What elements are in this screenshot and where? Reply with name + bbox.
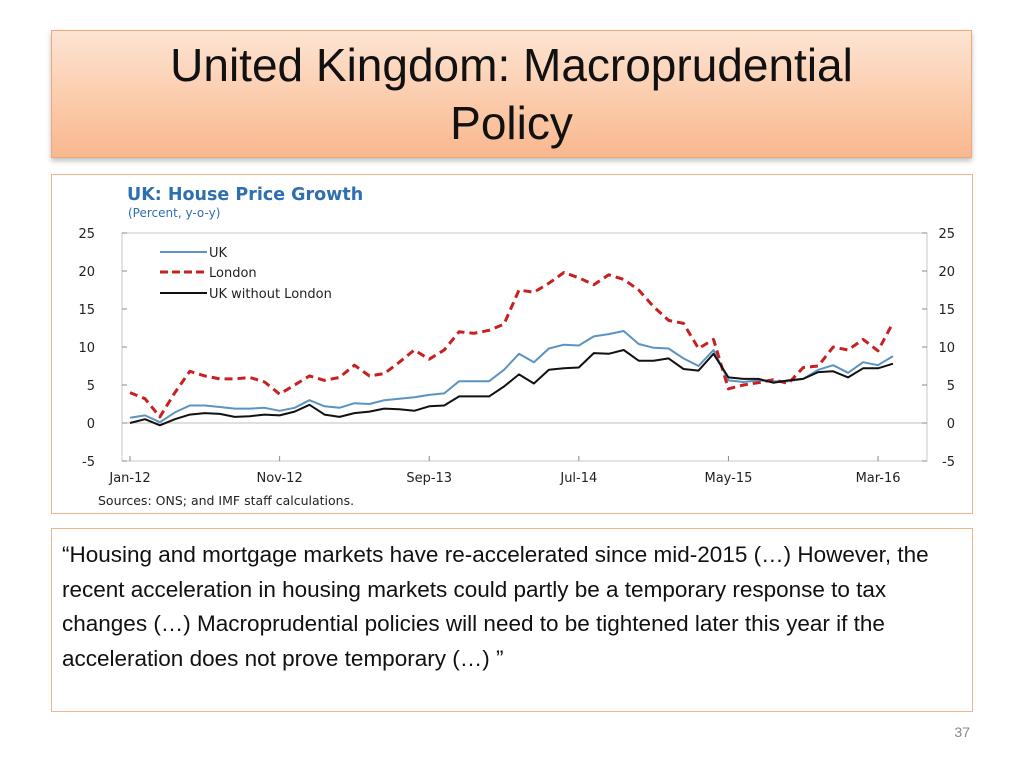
y-tick-label-right: 0 (947, 417, 955, 432)
y-tick-label-right: 20 (938, 265, 955, 280)
y-tick-label-right: 10 (938, 341, 955, 356)
y-tick-label-left: 20 (78, 265, 95, 280)
x-tick-label: Jul-14 (559, 471, 597, 486)
x-tick-label: Jan-12 (108, 471, 150, 486)
y-tick-label-right: 15 (938, 303, 955, 318)
y-axis-right: 25 20 15 10 5 0 -5 (922, 227, 955, 470)
x-tick-label: Sep-13 (406, 471, 452, 486)
series-line-uk-without-london (129, 349, 894, 427)
title-box: United Kingdom: Macroprudential Policy (51, 30, 972, 158)
y-tick-label-left: 5 (87, 379, 95, 394)
legend: UK London UK without London (160, 246, 332, 302)
x-tick-label: Mar-16 (856, 471, 901, 486)
chart-box: UK: House Price Growth (Percent, y-o-y) … (51, 174, 973, 514)
slide-number: 37 (954, 724, 970, 740)
legend-label-uk-without-london: UK without London (209, 287, 332, 302)
y-tick-label-right: 25 (938, 227, 955, 242)
chart-source: Sources: ONS; and IMF staff calculations… (98, 493, 354, 508)
x-tick-label: Nov-12 (256, 471, 302, 486)
slide-title-line-1: United Kingdom: Macroprudential (170, 39, 853, 91)
chart-subtitle: (Percent, y-o-y) (128, 206, 220, 220)
legend-label-uk: UK (209, 246, 228, 261)
slide-title-line-2: Policy (450, 97, 573, 149)
y-tick-label-left: 0 (87, 417, 95, 432)
y-tick-label-left: -5 (82, 455, 95, 470)
y-tick-label-left: 25 (78, 227, 95, 242)
y-axis-left: 25 20 15 10 5 0 -5 (78, 227, 127, 470)
y-tick-label-left: 15 (78, 303, 95, 318)
x-axis: Jan-12 Nov-12 Sep-13 Jul-14 May-15 Mar-16 (108, 456, 901, 486)
series-lines (129, 271, 895, 427)
house-price-growth-chart: UK: House Price Growth (Percent, y-o-y) … (78, 185, 955, 508)
quote-box: “Housing and mortgage markets have re-ac… (51, 528, 973, 712)
y-tick-label-right: -5 (942, 455, 955, 470)
legend-label-london: London (209, 266, 257, 281)
chart-title: UK: House Price Growth (127, 185, 363, 205)
y-tick-label-left: 10 (78, 341, 95, 356)
y-tick-label-right: 5 (947, 379, 955, 394)
x-tick-label: May-15 (704, 471, 752, 486)
quote-text: “Housing and mortgage markets have re-ac… (62, 542, 929, 671)
